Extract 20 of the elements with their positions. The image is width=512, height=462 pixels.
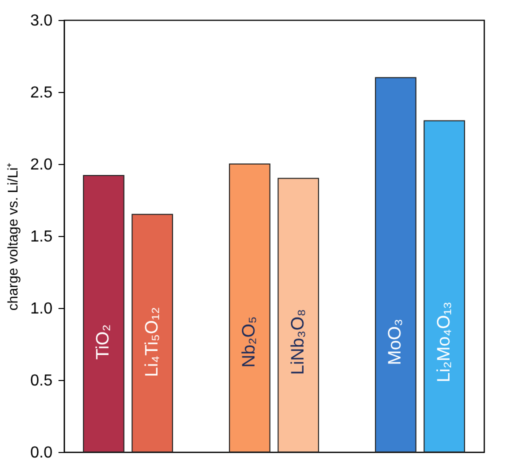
bar bbox=[374, 77, 416, 452]
bar bbox=[228, 164, 270, 452]
x-tick-label: MoO₃ bbox=[384, 318, 405, 366]
y-tick-label: 0.0 bbox=[30, 444, 53, 462]
x-tick-label: Li₂Mo₄O₁₃ bbox=[433, 302, 454, 382]
x-tick-label: TiO₂ bbox=[92, 324, 113, 360]
bar bbox=[424, 120, 466, 452]
y-axis-title: charge voltage vs. Li/Li⁺ bbox=[4, 162, 20, 311]
x-tick-label: LiNb₃O₈ bbox=[287, 309, 308, 375]
bar bbox=[82, 175, 124, 452]
bar bbox=[132, 214, 174, 452]
x-tick-label: Li₄Ti₅O₁₂ bbox=[141, 306, 162, 377]
y-tick-label: 1.0 bbox=[30, 300, 53, 318]
x-tick-label: Nb₂O₅ bbox=[238, 316, 259, 368]
y-tick-label: 1.5 bbox=[30, 228, 53, 246]
bar bbox=[278, 178, 320, 452]
y-tick-label: 3.0 bbox=[30, 12, 53, 30]
y-tick-label: 2.5 bbox=[30, 84, 53, 102]
y-tick-label: 2.0 bbox=[30, 156, 53, 174]
y-tick-label: 0.5 bbox=[30, 372, 53, 390]
